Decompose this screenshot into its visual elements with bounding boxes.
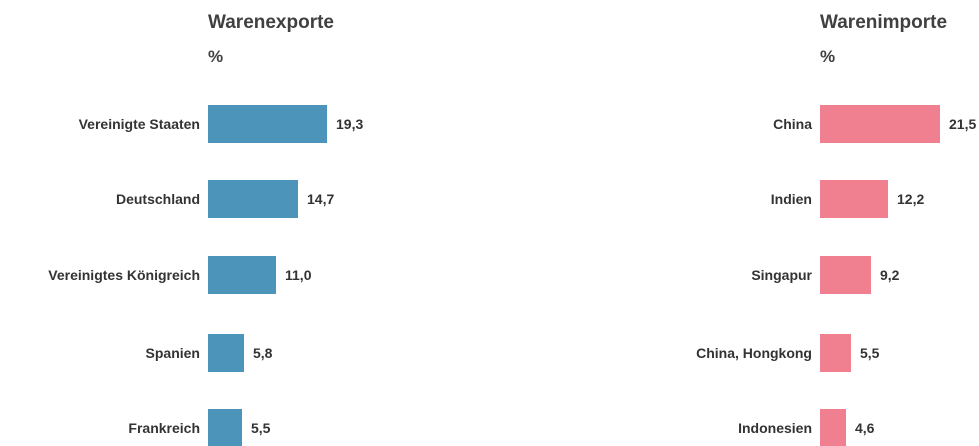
exports-value-label: 5,8 [253, 345, 273, 361]
exports-category-label: Frankreich [128, 420, 200, 436]
imports-bar [820, 105, 940, 143]
exports-title: Warenexporte [208, 12, 334, 33]
exports-bar [208, 105, 327, 143]
exports-value-label: 14,7 [307, 191, 334, 207]
imports-category-label: Indonesien [738, 420, 812, 436]
exports-category-label: Vereinigte Staaten [79, 116, 200, 132]
exports-value-label: 5,5 [251, 420, 271, 436]
imports-unit: % [820, 47, 835, 66]
imports-bar [820, 409, 846, 446]
imports-value-label: 21,5 [949, 116, 976, 132]
exports-category-label: Spanien [146, 345, 200, 361]
exports-bar [208, 180, 298, 218]
imports-category-label: Indien [771, 191, 812, 207]
imports-panel: Warenimporte % China 21,5 Indien 12,2 Singap… [696, 12, 976, 446]
imports-category-label: China [773, 116, 812, 132]
exports-value-label: 11,0 [285, 267, 312, 283]
exports-bar [208, 409, 242, 446]
imports-bar [820, 180, 888, 218]
exports-category-label: Vereinigtes Königreich [48, 267, 200, 283]
imports-value-label: 9,2 [880, 267, 900, 283]
exports-unit: % [208, 47, 223, 66]
imports-bar [820, 334, 851, 372]
exports-category-label: Deutschland [116, 191, 200, 207]
imports-value-label: 12,2 [897, 191, 924, 207]
imports-category-label: China, Hongkong [696, 345, 812, 361]
exports-value-label: 19,3 [336, 116, 363, 132]
exports-bar [208, 334, 244, 372]
imports-value-label: 5,5 [860, 345, 880, 361]
exports-panel: Warenexporte % Vereinigte Staaten 19,3 Deu… [48, 12, 363, 446]
imports-title: Warenimporte [820, 12, 947, 33]
imports-value-label: 4,6 [855, 420, 875, 436]
exports-bar [208, 256, 276, 294]
imports-category-label: Singapur [751, 267, 812, 283]
imports-bar [820, 256, 871, 294]
